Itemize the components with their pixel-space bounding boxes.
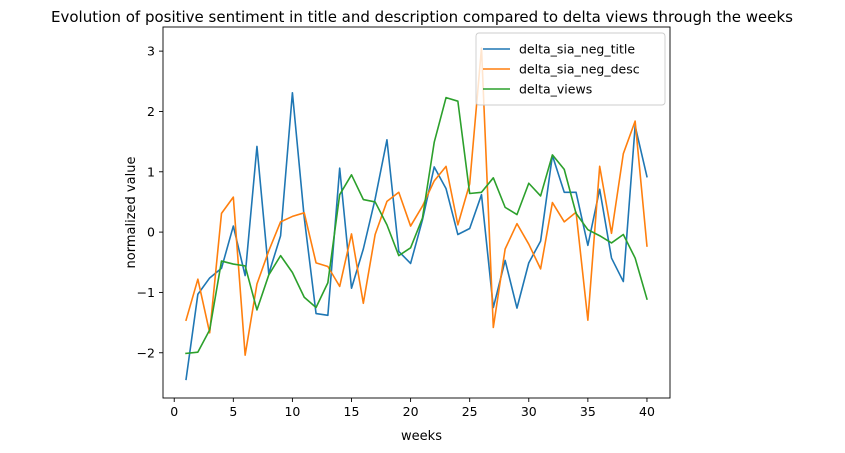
y-tick-label: −1 (137, 285, 155, 300)
x-tick-label: 5 (229, 404, 237, 419)
legend-label-delta-sia-neg-desc: delta_sia_neg_desc (519, 62, 640, 77)
x-tick-label: 20 (403, 404, 419, 419)
plot-frame (162, 26, 671, 399)
x-tick-label: 15 (344, 404, 360, 419)
series-line-delta-views (185, 96, 648, 355)
x-tick-label: 40 (639, 404, 655, 419)
y-tick-label: 0 (147, 225, 155, 240)
y-axis-ticks: −2 −1 0 1 2 3 (137, 44, 163, 360)
y-tick-label: 2 (147, 104, 155, 119)
legend-box (475, 32, 666, 106)
legend-label-delta-views: delta_views (519, 82, 592, 97)
y-axis-label: normalized value (124, 157, 139, 269)
x-tick-label: 35 (580, 404, 596, 419)
legend: delta_sia_neg_title delta_sia_neg_descdel… (475, 32, 666, 106)
x-axis-label: weeks (401, 429, 442, 444)
chart-title: Evolution of positive sentiment in title… (51, 8, 793, 26)
x-tick-label: 10 (284, 404, 300, 419)
x-axis-ticks: 0 5 10 15 20 25 30 35 40 (170, 398, 655, 419)
y-tick-label: −2 (137, 345, 155, 360)
x-tick-label: 0 (170, 404, 178, 419)
series-line-delta-sia-neg-desc (185, 47, 648, 356)
y-tick-label: 3 (147, 44, 155, 59)
y-tick-label: 1 (147, 164, 155, 179)
x-tick-label: 30 (521, 404, 537, 419)
series-layer (185, 47, 648, 381)
x-tick-label: 25 (462, 404, 478, 419)
legend-label-delta-sia-neg-title: delta_sia_neg_title (519, 42, 635, 57)
